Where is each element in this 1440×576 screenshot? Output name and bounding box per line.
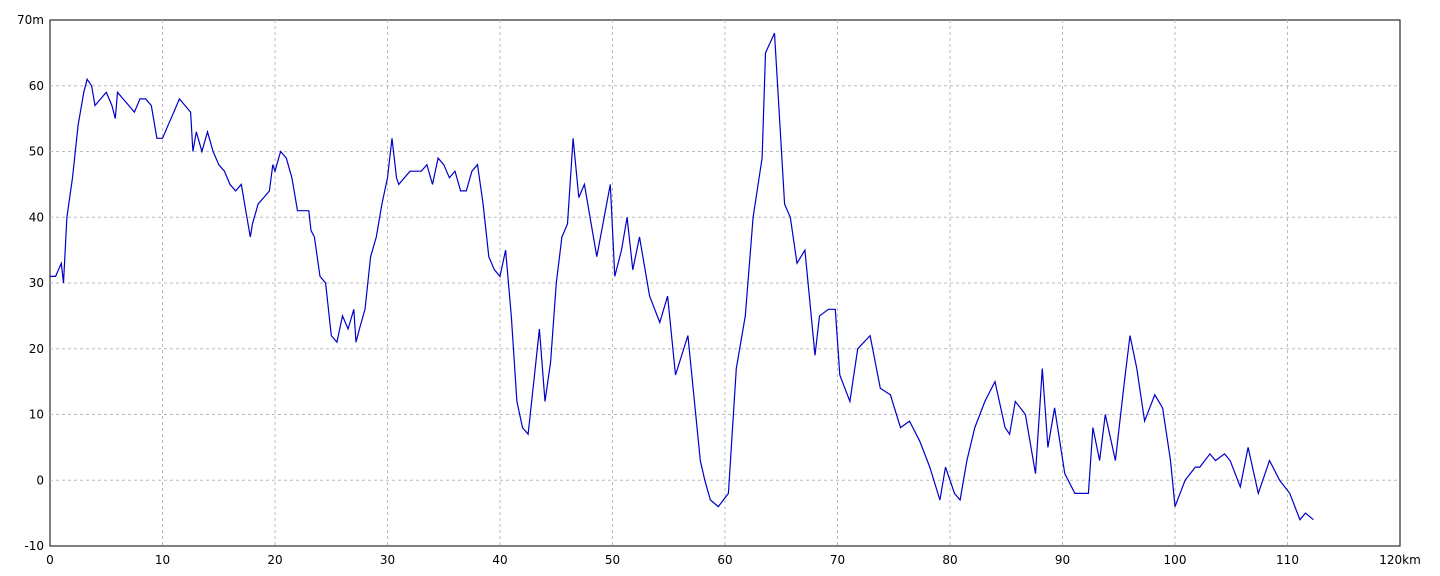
x-tick-label: 120km (1379, 553, 1421, 567)
x-tick-label: 110 (1276, 553, 1299, 567)
y-tick-label: 0 (36, 473, 44, 487)
x-tick-label: 30 (380, 553, 395, 567)
y-tick-label: 70m (17, 13, 44, 27)
y-tick-label: 60 (29, 79, 44, 93)
x-tick-label: 10 (155, 553, 170, 567)
y-tick-label: 30 (29, 276, 44, 290)
y-tick-label: 50 (29, 145, 44, 159)
x-tick-label: 40 (492, 553, 507, 567)
elevation-line (50, 32, 1314, 521)
x-tick-label: 50 (605, 553, 620, 567)
x-tick-label: 20 (267, 553, 282, 567)
x-tick-label: 60 (717, 553, 732, 567)
y-tick-label: 20 (29, 342, 44, 356)
y-tick-label: 40 (29, 210, 44, 224)
x-tick-label: 70 (830, 553, 845, 567)
x-tick-label: 0 (46, 553, 54, 567)
y-tick-label: -10 (24, 539, 44, 553)
x-tick-label: 90 (1055, 553, 1070, 567)
y-tick-label: 10 (29, 408, 44, 422)
x-tick-label: 80 (942, 553, 957, 567)
x-tick-label: 100 (1164, 553, 1187, 567)
